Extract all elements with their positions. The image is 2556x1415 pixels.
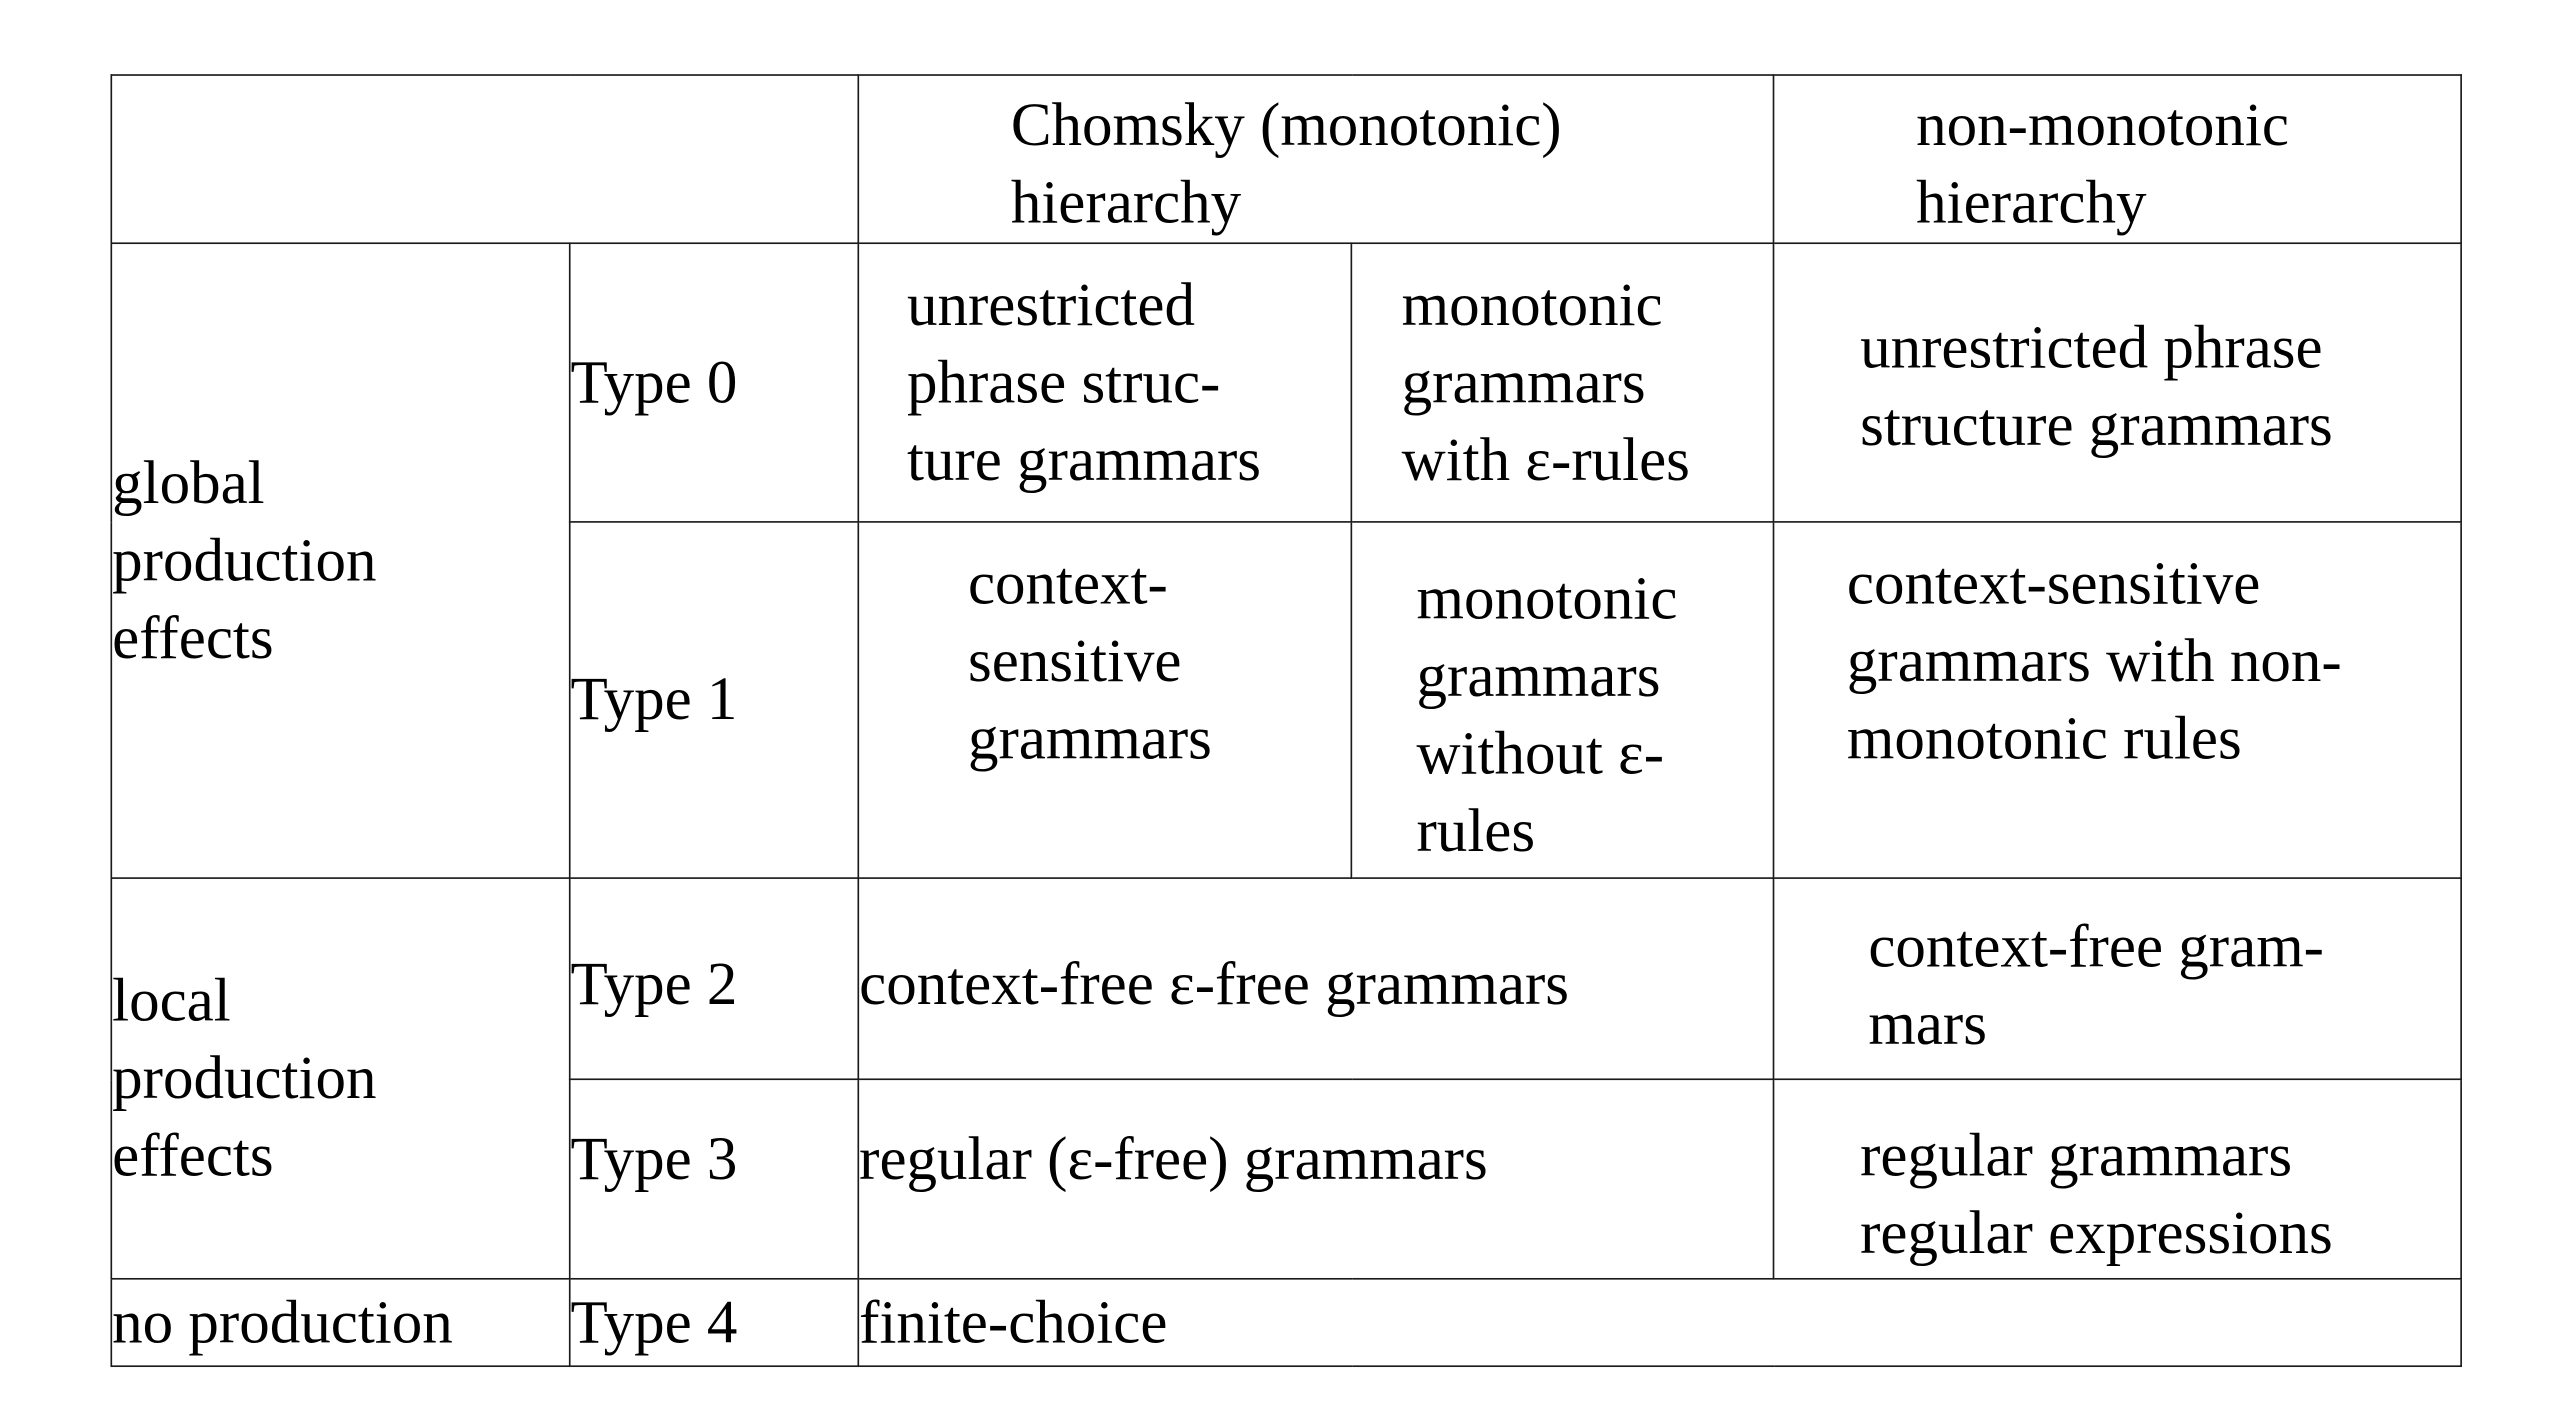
type3-regular-epsilon-free-cell: regular (ε-free) grammars [857, 1078, 1775, 1280]
type2-context-free-grammars-cell: context-free gram- mars [1772, 877, 2462, 1081]
type1-monotonic-grammars-cell: monotonic grammars without ε- rules [1350, 521, 1775, 879]
global-production-effects-cell: global production effects [110, 242, 571, 879]
type2-label: Type 2 [568, 877, 860, 1081]
type0-row: global production effects Type 0 unrestr… [110, 242, 2462, 879]
type1-row: Type 1 context- sensitive grammars monot… [111, 521, 2462, 879]
header-chomsky-hierarchy: Chomsky (monotonic) hierarchy [857, 74, 1775, 245]
type4-row: no production Type 4 finite-choice [110, 1277, 2462, 1368]
type0-monotonic-grammars-cell: monotonic grammars with ε-rules [1350, 242, 1775, 523]
type4-label: Type 4 [568, 1277, 860, 1368]
type2-context-free-epsilon-free-cell: context-free ε-free grammars [857, 877, 1775, 1081]
type2-row: local production effects Type 2 context-… [110, 877, 2462, 1280]
chomsky-hierarchy-table: Chomsky (monotonic) hierarchy non-monoto… [110, 74, 2462, 1368]
no-production-cell: no production [110, 1277, 571, 1368]
type0-non-monotonic-cell: unrestricted phrase structure grammars [1772, 242, 2462, 523]
type0-chomsky-monotonic-cell: unrestricted phrase struc- ture grammars [857, 242, 1353, 523]
type3-regular-grammars-cell: regular grammars regular expressions [1772, 1078, 2462, 1280]
type0-label: Type 0 [568, 242, 860, 523]
header-non-monotonic-hierarchy: non-monotonic hierarchy [1772, 74, 2462, 245]
type1-non-monotonic-cell: context-sensitive grammars with non- mon… [1772, 521, 2462, 879]
type3-row: Type 3 regular (ε-free) grammars regular… [111, 1078, 2462, 1280]
type4-finite-choice-cell: finite-choice [857, 1277, 2462, 1368]
type3-label: Type 3 [568, 1078, 860, 1280]
header-row: Chomsky (monotonic) hierarchy non-monoto… [110, 74, 2462, 245]
header-empty-cell [110, 74, 860, 245]
type1-context-sensitive-cell: context- sensitive grammars [857, 521, 1353, 879]
type1-label: Type 1 [568, 521, 860, 879]
local-production-effects-cell: local production effects [110, 877, 571, 1280]
